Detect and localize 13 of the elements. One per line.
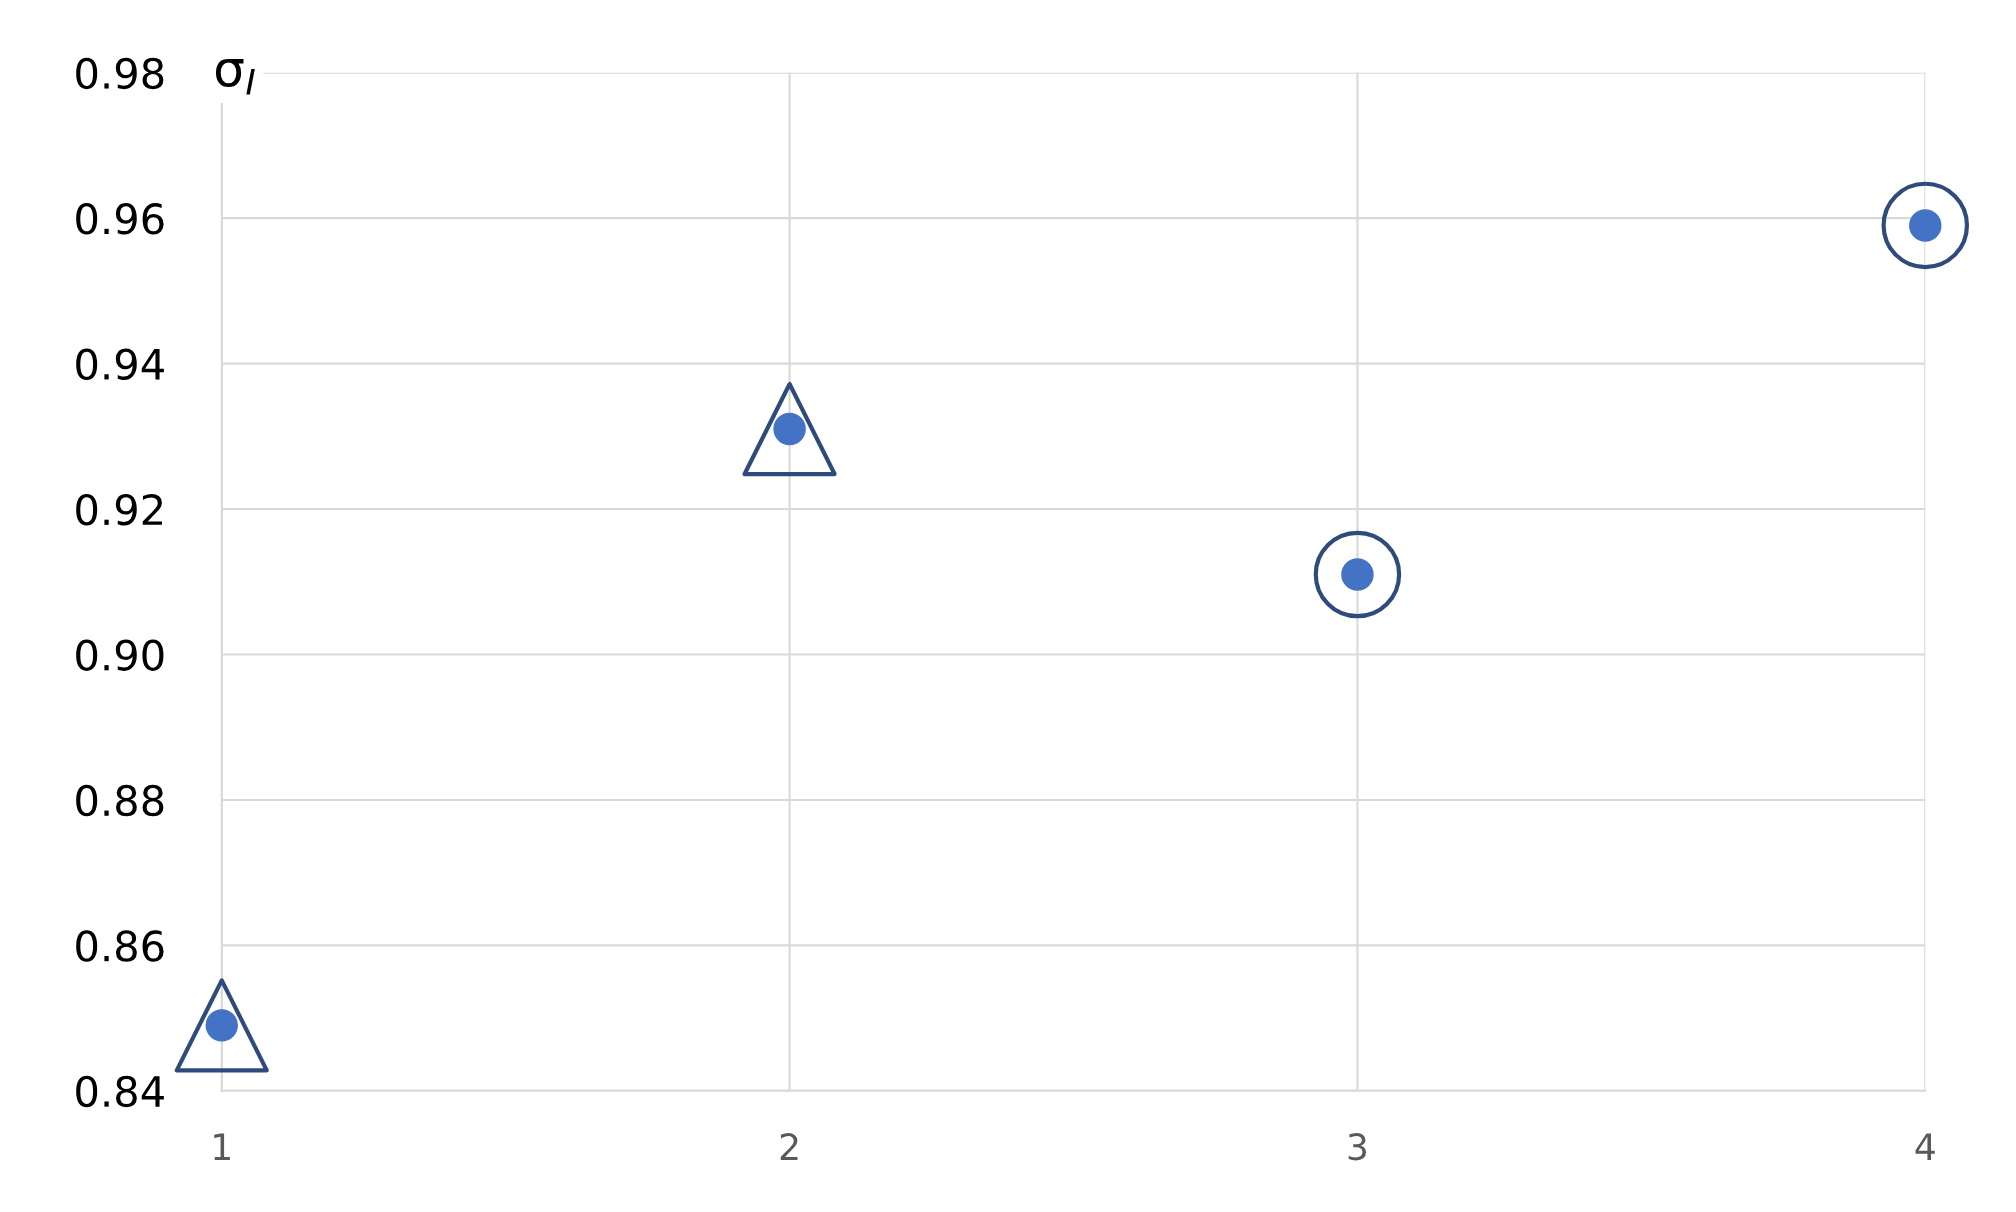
- y-tick-label: 0.94: [76, 348, 164, 381]
- y-axis-title: σ$_{I}$: [216, 59, 255, 95]
- x-tick-label: 3: [1348, 1133, 1367, 1161]
- y-tick-label: 0.92: [76, 493, 163, 526]
- x-tick-label: 2: [780, 1133, 798, 1160]
- y-tick-label: 0.90: [76, 639, 164, 671]
- y-tick-label: 0.98: [76, 57, 164, 90]
- x-tick-label: 4: [1915, 1133, 1935, 1160]
- y-tick-label: 0.88: [76, 784, 164, 817]
- y-tick-label: 0.96: [76, 203, 164, 235]
- y-tick-label: 0.84: [76, 1075, 164, 1108]
- x-tick-label: 1: [214, 1133, 230, 1160]
- y-tick-label: 0.86: [76, 930, 164, 962]
